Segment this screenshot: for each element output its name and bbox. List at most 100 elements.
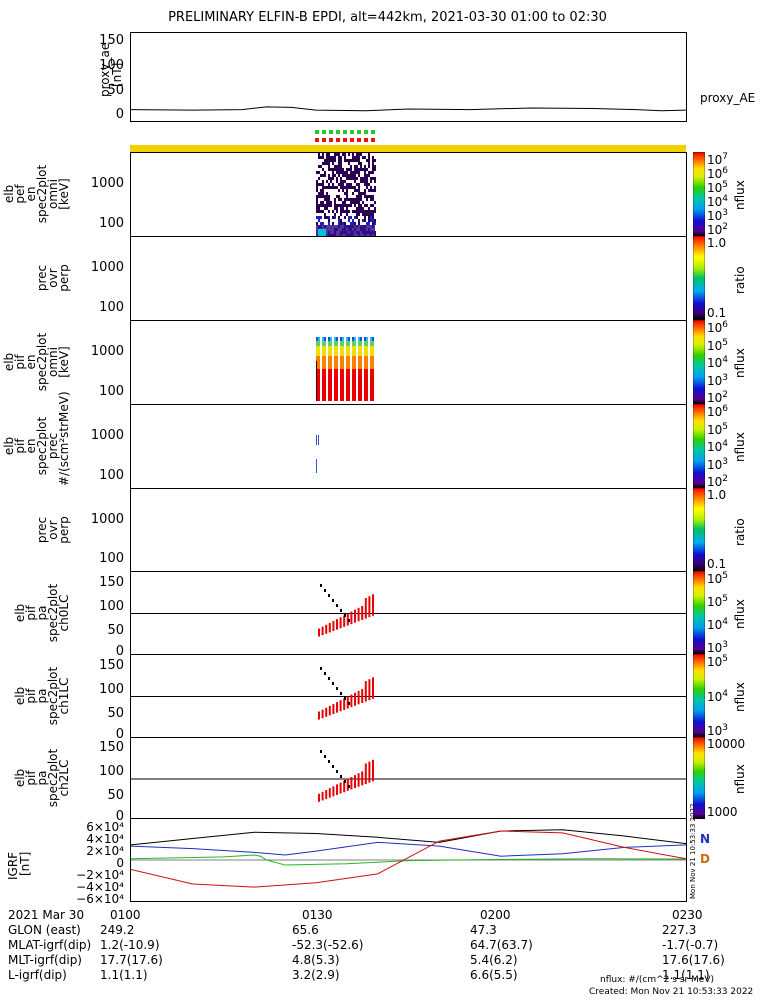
pif-green bbox=[342, 341, 344, 346]
pef-cell bbox=[366, 213, 368, 216]
pa-dot bbox=[324, 672, 326, 675]
pef-cell bbox=[322, 180, 324, 183]
marker-green bbox=[357, 130, 361, 134]
ae-tick-150: 150 bbox=[99, 33, 124, 48]
pef-cell bbox=[316, 180, 318, 183]
panel-pa2-cblabel: nflux bbox=[733, 764, 747, 794]
panel-pa2-cbtick: 1000 bbox=[707, 805, 738, 819]
pif-yellow bbox=[328, 346, 330, 356]
pef-cell bbox=[372, 222, 374, 225]
pif-green bbox=[336, 341, 338, 346]
pa-bar bbox=[321, 709, 324, 719]
panel-pef-cblabel: nflux bbox=[733, 180, 747, 210]
panel-pifprec-cbtick: 104 bbox=[707, 439, 729, 454]
pa-bar bbox=[346, 613, 349, 626]
panel-pef-tick: 100 bbox=[99, 216, 124, 232]
panel-pa2-colorbar bbox=[693, 737, 705, 819]
panel-prec2-plot bbox=[131, 489, 686, 572]
pef-cell bbox=[334, 156, 336, 159]
panel-prec1-tick: 1000 bbox=[90, 259, 124, 275]
pef-cell bbox=[346, 171, 348, 174]
pef-cell bbox=[342, 204, 344, 207]
pef-cell bbox=[348, 216, 350, 219]
pef-cell bbox=[354, 165, 356, 168]
pef-cell bbox=[364, 180, 366, 183]
pa-bar bbox=[372, 594, 374, 616]
pef-cell bbox=[366, 180, 368, 183]
pef-cell bbox=[362, 180, 364, 183]
pa-bar bbox=[325, 624, 328, 634]
pef-cell bbox=[330, 201, 332, 204]
pef-cell bbox=[352, 159, 354, 162]
pef-cell bbox=[374, 219, 376, 222]
pef-cell bbox=[362, 201, 364, 204]
pef-cell bbox=[332, 210, 334, 213]
panel-pa2 bbox=[130, 737, 687, 821]
pif-red bbox=[334, 369, 336, 401]
panel-prec2 bbox=[130, 488, 687, 573]
pif-top bbox=[364, 337, 366, 341]
pef-cell bbox=[358, 162, 360, 165]
pif-top bbox=[346, 337, 348, 341]
panel-pa1-cbtick: 103 bbox=[707, 723, 729, 738]
pef-cell bbox=[334, 159, 336, 162]
footer-value: 4.8(5.3) bbox=[292, 953, 340, 967]
pef-cell bbox=[338, 165, 340, 168]
footer-value: 1.1(1.1) bbox=[662, 968, 710, 982]
pef-cell bbox=[328, 210, 330, 213]
pef-cell bbox=[322, 195, 324, 198]
pa-bar bbox=[325, 790, 328, 800]
footer-row-label: L-igrf(dip) bbox=[8, 968, 67, 982]
pa-bar bbox=[332, 786, 335, 797]
pif-top bbox=[340, 337, 342, 341]
pa-dot bbox=[348, 702, 350, 705]
pef-cell bbox=[318, 177, 320, 180]
pa-bar bbox=[357, 773, 360, 787]
pef-cell bbox=[346, 207, 348, 210]
pif-red bbox=[342, 369, 344, 401]
pef-cell bbox=[356, 207, 358, 210]
pef-cell bbox=[324, 171, 326, 174]
pef-cell bbox=[336, 168, 338, 171]
panel-prec2-ylabel: prec ovr perp bbox=[35, 515, 71, 544]
pef-cell bbox=[332, 159, 334, 162]
pef-cell bbox=[332, 156, 334, 159]
pef-cell bbox=[338, 162, 340, 165]
pef-cell bbox=[328, 198, 330, 201]
marker-red bbox=[371, 138, 375, 142]
pef-cell bbox=[358, 222, 360, 225]
pif-red bbox=[322, 369, 324, 401]
panel-prec2-tick: 1000 bbox=[90, 511, 124, 527]
panel-pa0-tick: 150 bbox=[99, 574, 124, 590]
pef-cell bbox=[318, 219, 320, 222]
pef-cell bbox=[322, 210, 324, 213]
pif-orange bbox=[324, 356, 326, 369]
pef-cell bbox=[372, 165, 374, 168]
pa-bar bbox=[339, 782, 342, 794]
pa-dot bbox=[324, 755, 326, 758]
pif-top bbox=[324, 337, 326, 341]
pef-cell bbox=[338, 198, 340, 201]
igrf-plot bbox=[130, 829, 687, 888]
pa-bar bbox=[361, 771, 364, 786]
pef-cell bbox=[334, 174, 336, 177]
pef-cell bbox=[364, 168, 366, 171]
pef-cell bbox=[354, 210, 356, 213]
pef-cell bbox=[326, 195, 328, 198]
pef-cell bbox=[316, 216, 318, 219]
pef-cell bbox=[344, 159, 346, 162]
pef-cell bbox=[372, 177, 374, 180]
pa-bar bbox=[357, 690, 360, 705]
pef-cell bbox=[316, 183, 318, 186]
pef-cell bbox=[322, 222, 324, 225]
footer-row-label: MLAT-igrf(dip) bbox=[8, 938, 92, 952]
pef-cell bbox=[344, 174, 346, 177]
pef-cell bbox=[364, 177, 366, 180]
pef-cell bbox=[318, 204, 320, 207]
pef-cell bbox=[366, 177, 368, 180]
pef-cell bbox=[346, 174, 348, 177]
footer-value: 17.6(17.6) bbox=[662, 953, 725, 967]
pif-green bbox=[328, 341, 330, 346]
pef-cell bbox=[336, 204, 338, 207]
